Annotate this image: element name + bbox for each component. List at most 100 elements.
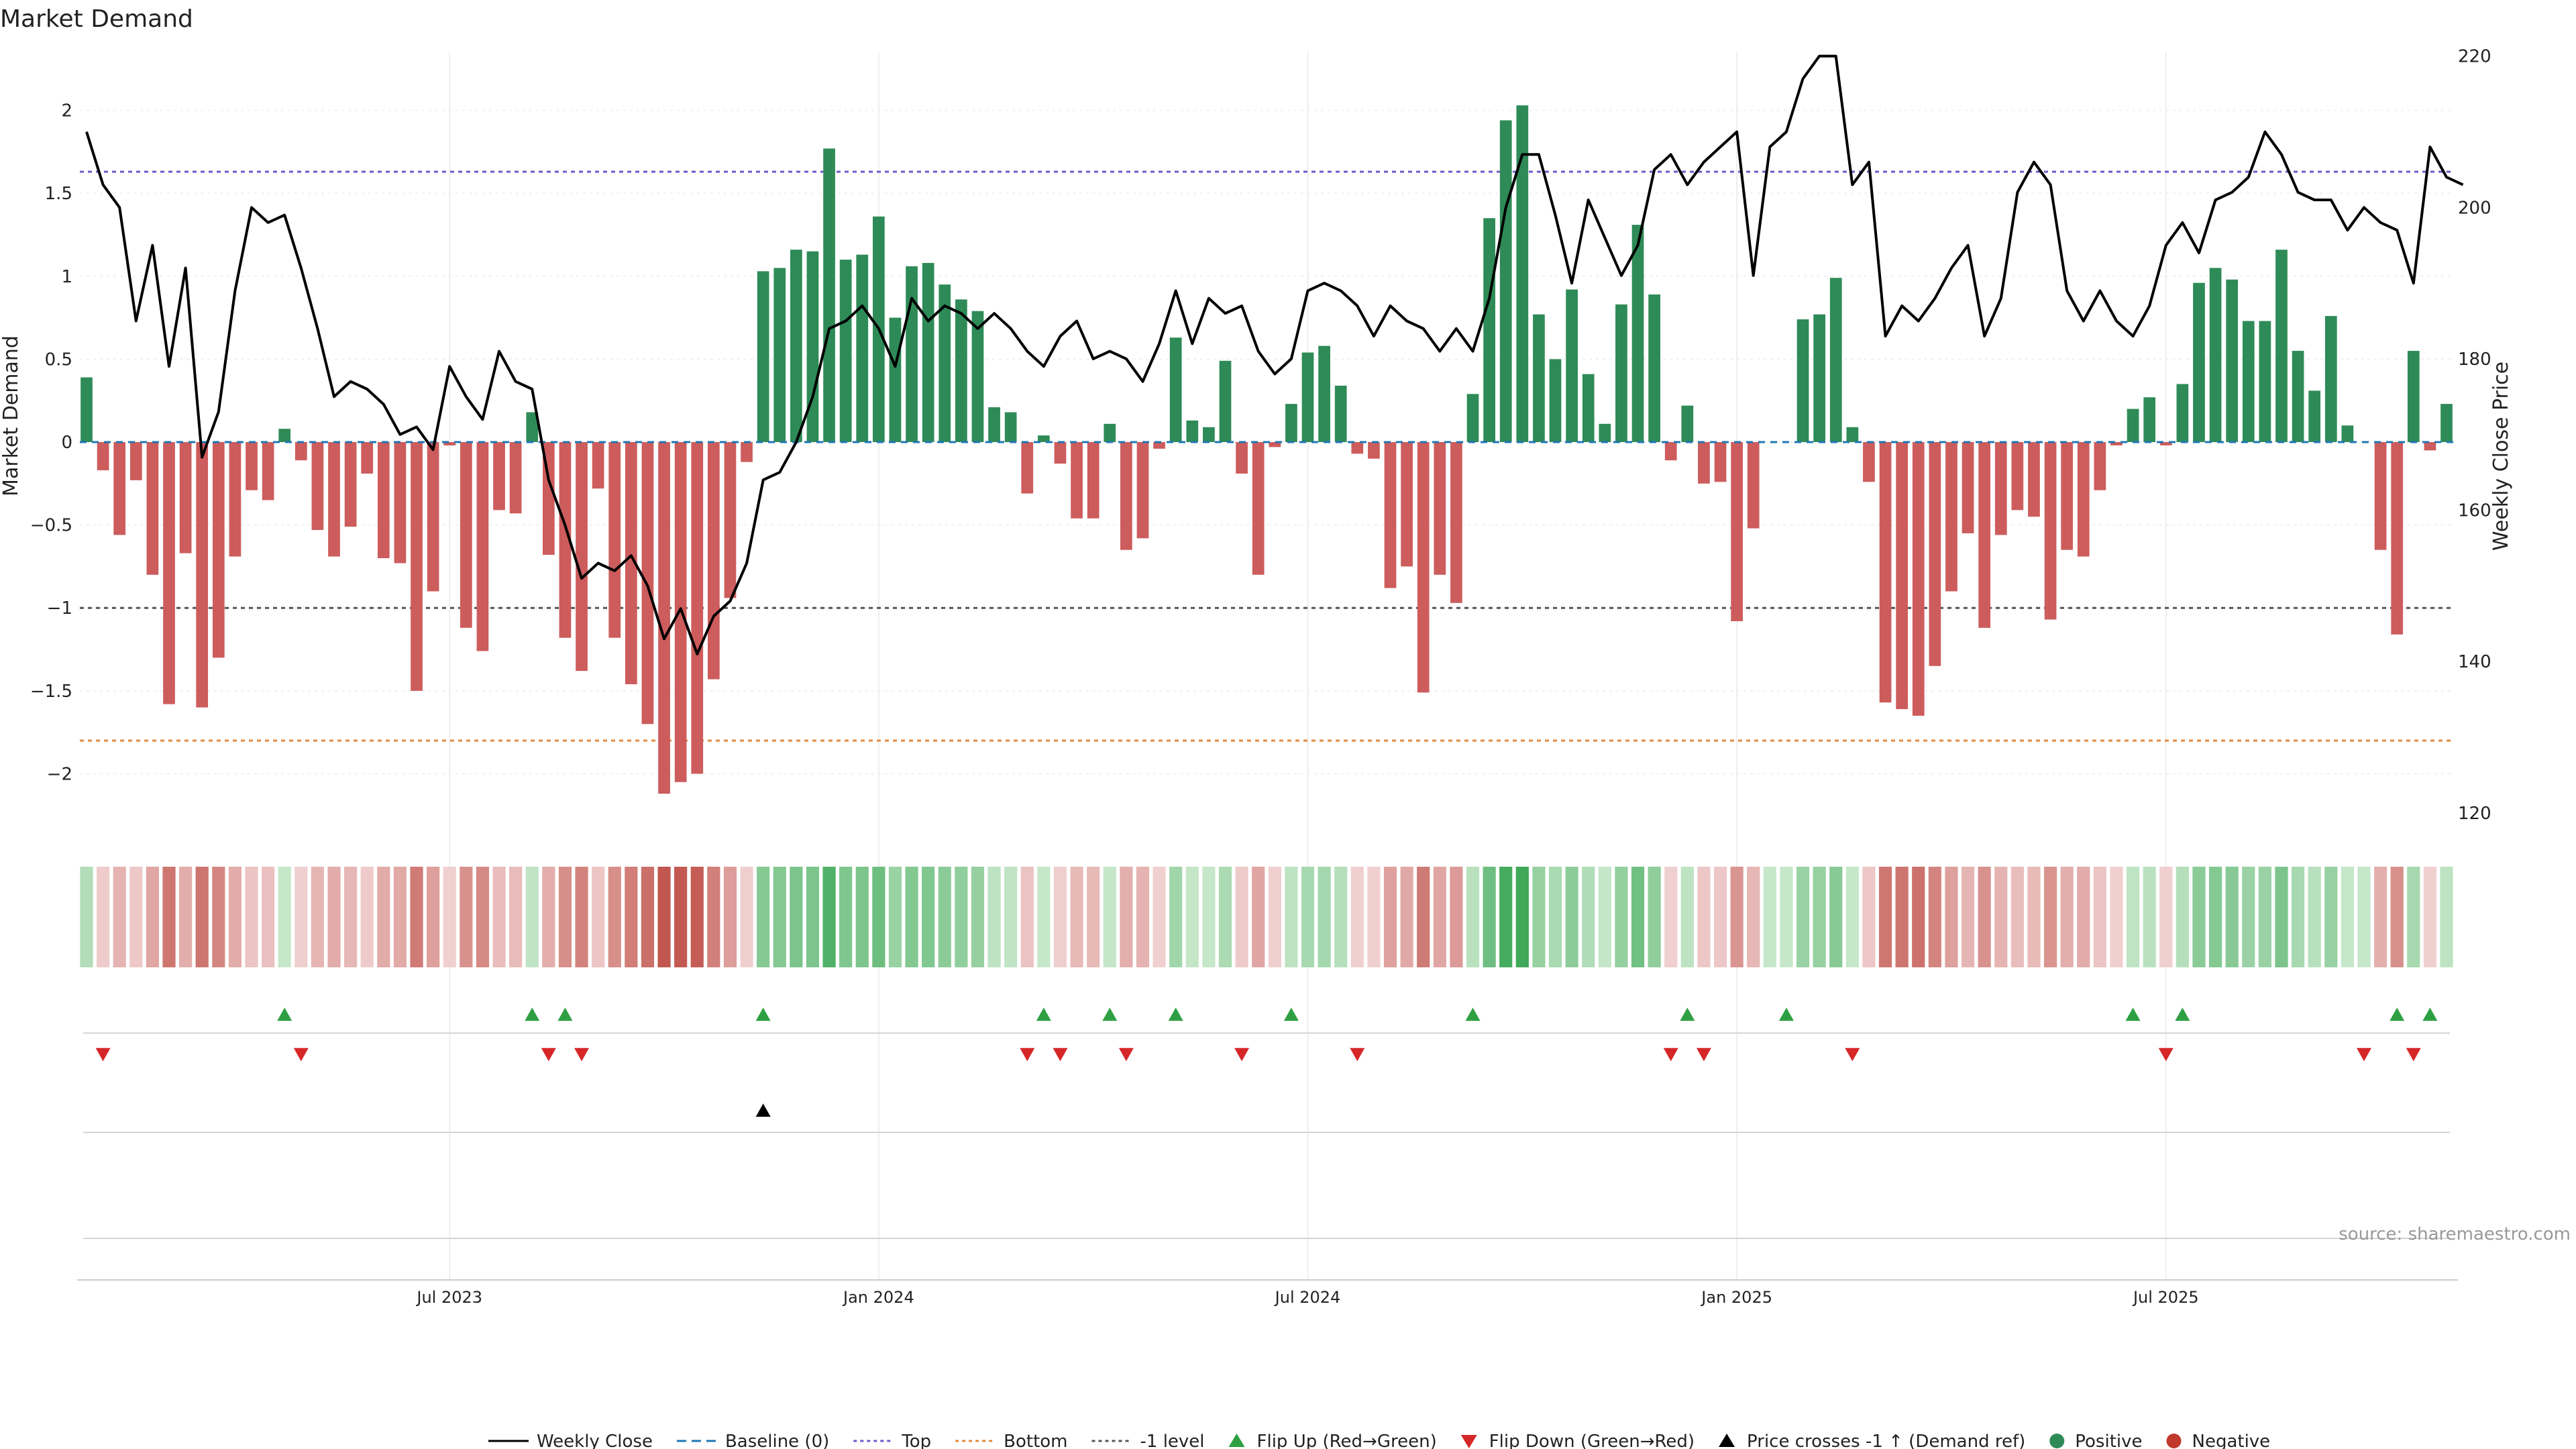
heat-cell	[1499, 867, 1513, 967]
demand-bar	[971, 311, 984, 442]
heat-cell	[1928, 867, 1941, 967]
heat-cell	[1961, 867, 1975, 967]
heat-cell	[690, 867, 704, 967]
demand-bar	[1829, 278, 1842, 442]
demand-bar	[2159, 442, 2172, 445]
demand-bar	[1318, 345, 1330, 442]
demand-bar	[608, 442, 621, 638]
heat-cell	[806, 867, 820, 967]
demand-bar	[2341, 425, 2354, 442]
demand-bar	[1796, 319, 1809, 442]
heat-cell	[839, 867, 853, 967]
demand-bar	[1368, 442, 1380, 459]
flip-markers	[83, 1008, 2450, 1061]
demand-bar	[1466, 394, 1479, 442]
demand-bar	[394, 442, 407, 564]
demand-bar	[2110, 442, 2123, 445]
demand-bar	[2391, 442, 2404, 635]
demand-bar	[294, 442, 307, 461]
heat-cell	[1615, 867, 1628, 967]
heat-cell	[195, 867, 209, 967]
legend-label: Weekly Close	[537, 1432, 653, 1449]
heat-cell	[1515, 867, 1529, 967]
legend-label: Price crosses -1 ↑ (Demand ref)	[1747, 1432, 2025, 1449]
heat-cell	[2060, 867, 2074, 967]
heat-cell	[657, 867, 671, 967]
heat-cell	[360, 867, 374, 967]
heat-cell	[987, 867, 1001, 967]
demand-bar	[1566, 289, 1578, 442]
demand-bar	[2324, 316, 2337, 442]
heat-cell	[1895, 867, 1909, 967]
heat-cell	[146, 867, 160, 967]
flip-down-marker	[95, 1048, 111, 1061]
demand-bar	[559, 442, 572, 638]
heat-cell	[1730, 867, 1743, 967]
price-cross-marker	[755, 1104, 771, 1117]
demand-bar	[856, 254, 869, 442]
demand-bar	[2044, 442, 2057, 620]
heat-cell	[1367, 867, 1381, 967]
demand-bar	[344, 442, 357, 527]
demand-bar	[2143, 397, 2156, 442]
x-tick-label: Jan 2025	[1700, 1288, 1772, 1307]
demand-bar	[146, 442, 159, 575]
demand-bar	[2028, 442, 2040, 517]
heat-cell	[294, 867, 308, 967]
heat-cell	[1202, 867, 1216, 967]
demand-bar	[1929, 442, 1941, 666]
flip-down-marker	[541, 1048, 556, 1061]
flip-up-marker	[2125, 1008, 2141, 1021]
heat-cell	[162, 867, 176, 967]
heat-cell	[1565, 867, 1578, 967]
heat-cell	[1483, 867, 1496, 967]
demand-bar	[1747, 442, 1760, 529]
demand-bar	[1169, 337, 1182, 442]
demand-bar	[707, 442, 720, 680]
demand-bar	[113, 442, 126, 535]
heat-cell	[492, 867, 506, 967]
heat-cell	[592, 867, 605, 967]
heat-cell	[2126, 867, 2140, 967]
heat-cell	[327, 867, 341, 967]
heat-cell	[1020, 867, 1034, 967]
y-tick-label: −2	[47, 764, 72, 784]
heat-cell	[1813, 867, 1826, 967]
heat-cell	[1466, 867, 1480, 967]
heat-cell	[2027, 867, 2041, 967]
demand-bar	[1236, 442, 1248, 474]
demand-bar	[839, 260, 852, 442]
heat-cell	[1301, 867, 1315, 967]
demand-bar	[2259, 321, 2271, 442]
demand-bar	[806, 251, 819, 442]
demand-bar	[493, 442, 505, 511]
heat-cell	[2423, 867, 2436, 967]
heat-cell	[311, 867, 325, 967]
demand-bar	[1203, 427, 1215, 442]
heat-cell	[393, 867, 407, 967]
heat-cell	[542, 867, 555, 967]
heat-cell	[476, 867, 490, 967]
heat-cell	[2043, 867, 2057, 967]
demand-bar	[1533, 314, 1545, 442]
flip-up-marker	[1680, 1008, 1695, 1021]
demand-bars	[80, 105, 2453, 794]
flip-down-marker	[1234, 1048, 1250, 1061]
demand-bar	[1301, 352, 1314, 442]
price-cross-markers	[83, 1104, 2450, 1239]
flip-up-marker	[1168, 1008, 1183, 1021]
demand-bar	[2275, 250, 2288, 442]
x-tick-label: Jul 2024	[1274, 1288, 1341, 1307]
demand-bar	[163, 442, 175, 704]
demand-bar	[196, 442, 209, 708]
demand-bar	[411, 442, 423, 691]
heat-cell	[1713, 867, 1727, 967]
flip-down-marker	[2406, 1048, 2421, 1061]
heat-cell	[80, 867, 93, 967]
demand-bar	[97, 442, 109, 471]
demand-bar	[1863, 442, 1875, 482]
demand-bar	[1731, 442, 1743, 622]
demand-bar	[262, 442, 274, 500]
heat-cell	[938, 867, 951, 967]
